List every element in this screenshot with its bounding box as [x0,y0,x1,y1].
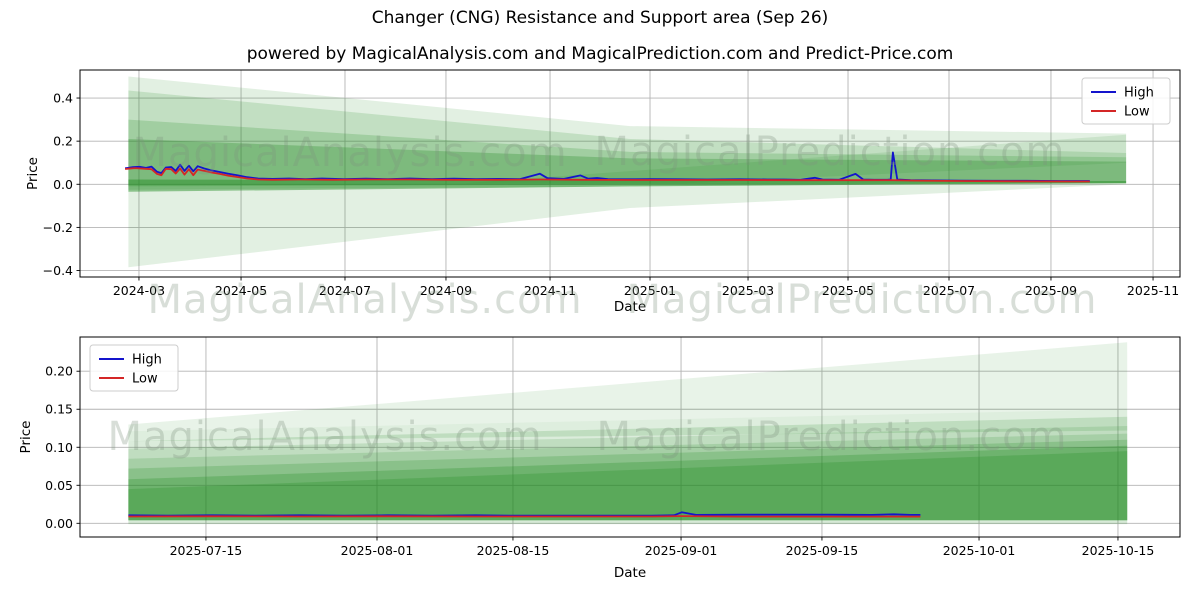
x-tick-label: 2025-01 [624,283,676,298]
support-resistance-band [128,439,1128,521]
y-tick-label: 0.0 [53,177,73,192]
x-tick-label: 2025-09-15 [786,543,859,558]
y-tick-label: 0.10 [45,440,73,455]
low-price-line [125,167,1090,183]
support-resistance-band [128,426,1128,521]
x-tick-label: 2025-08-15 [477,543,550,558]
legend-box [89,344,179,392]
y-tick-label: 0.15 [45,402,73,417]
legend-label: Low [1124,105,1150,120]
x-tick-label: 2024-09 [420,283,472,298]
page-title: Changer (CNG) Resistance and Support are… [371,8,829,28]
support-resistance-band [128,433,1128,521]
y-tick-label: 0.00 [45,516,73,531]
x-tick-label: 2024-11 [524,283,576,298]
support-resistance-band [128,409,1128,442]
support-resistance-band [128,342,1128,432]
x-tick-label: 2025-11 [1127,283,1179,298]
plot-frame [79,69,1181,278]
x-axis-label: Date [614,565,646,581]
support-resistance-band [128,139,1127,186]
x-tick-label: 2025-05 [822,283,874,298]
x-tick-label: 2025-09-01 [645,543,718,558]
plot-frame [79,336,1181,538]
x-tick-label: 2025-10-01 [943,543,1016,558]
y-tick-label: 0.4 [53,91,73,106]
y-axis-label: Price [18,421,34,454]
x-tick-label: 2025-10-15 [1082,543,1155,558]
legend-label: Low [132,372,158,387]
y-tick-label: 0.05 [45,478,73,493]
legend-label: High [1124,86,1154,101]
support-resistance-band [128,90,1127,190]
x-tick-label: 2024-05 [215,283,267,298]
support-resistance-band [128,445,1128,521]
page-subtitle: powered by MagicalAnalysis.com and Magic… [246,44,954,64]
x-tick-label: 2024-03 [113,283,165,298]
y-axis-label: Price [25,157,41,190]
support-resistance-band [465,134,1127,184]
x-tick-label: 2025-08-01 [341,543,414,558]
y-tick-label: −0.2 [43,220,73,235]
x-tick-label: 2024-07 [319,283,371,298]
support-resistance-band [128,119,1127,187]
legend: High Low [89,344,179,392]
x-tick-label: 2025-07-15 [170,543,243,558]
low-price-line [128,515,921,518]
legend-box [1081,77,1171,125]
x-tick-label: 2025-03 [722,283,774,298]
legend-label: High [132,353,162,368]
x-axis-label: Date [614,299,646,315]
y-tick-label: 0.20 [45,364,73,379]
support-resistance-band [128,451,1128,521]
y-tick-label: 0.2 [53,134,73,149]
legend: High Low [1081,77,1171,125]
support-resistance-band [128,416,1128,521]
bottom-price-chart: 0.20 0.15 0.10 0.05 0.00 2025-07-15 2025-08-01… [18,336,1181,581]
top-price-chart: 0.4 0.2 0.0 −0.2 −0.4 2024-03 2024-05 2024-07 20… [25,69,1181,315]
support-resistance-band [128,520,1128,525]
x-tick-label: 2025-07 [923,283,975,298]
y-tick-label: −0.4 [43,263,73,278]
support-resistance-band [128,76,1127,268]
support-resistance-band [128,179,1127,192]
x-tick-label: 2025-09 [1025,283,1077,298]
